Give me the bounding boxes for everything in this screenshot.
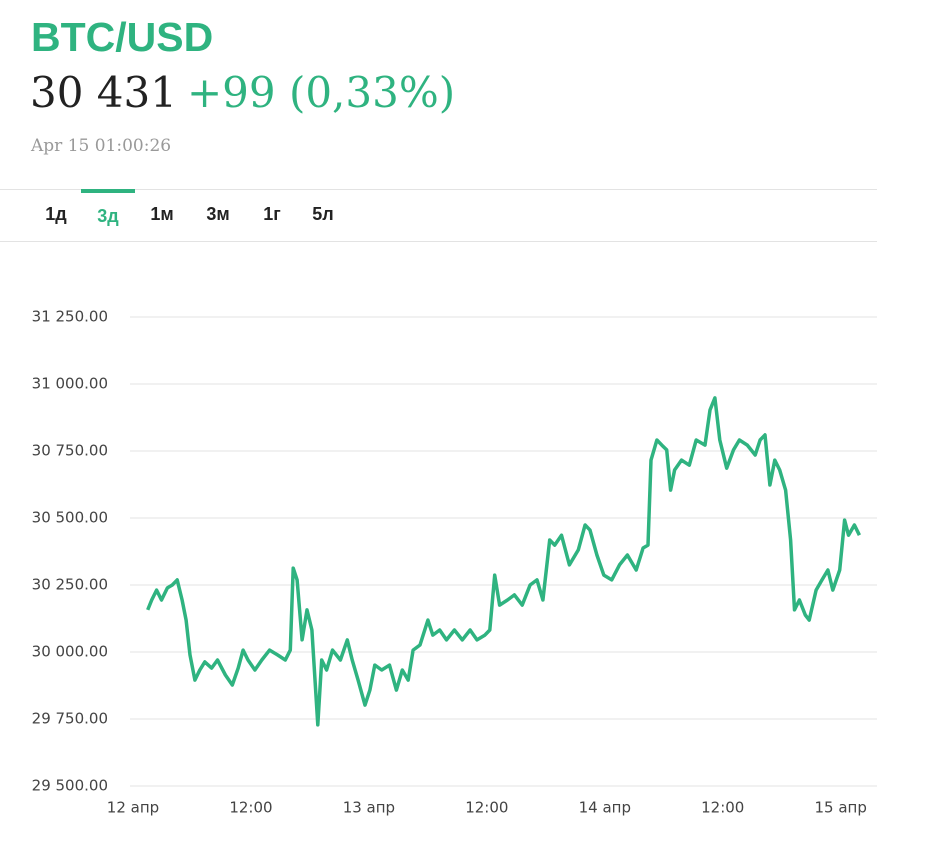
x-tick-label: 14 апр <box>579 799 631 817</box>
period-tab[interactable]: 5л <box>312 204 334 224</box>
y-tick-label: 30 750.00 <box>32 442 108 460</box>
x-tick-label: 12:00 <box>229 799 272 817</box>
y-tick-label: 29 750.00 <box>32 710 108 728</box>
x-tick-label: 15 апр <box>814 799 866 817</box>
y-tick-label: 31 000.00 <box>32 375 108 393</box>
quote: 30 431 +99 (0,33%) <box>30 68 455 117</box>
y-tick-label: 30 250.00 <box>32 576 108 594</box>
x-tick-label: 12:00 <box>465 799 508 817</box>
x-tick-label: 13 апр <box>343 799 395 817</box>
y-tick-label: 31 250.00 <box>32 308 108 326</box>
x-tick-label: 12 апр <box>107 799 159 817</box>
price-line <box>146 396 861 727</box>
x-tick-label: 12:00 <box>701 799 744 817</box>
price-change: +99 (0,33%) <box>186 68 456 117</box>
period-tab[interactable]: 1г <box>263 204 281 224</box>
price: 30 431 <box>30 68 177 117</box>
period-tabs: 1д 3д 1м 3м 1г 5л <box>0 189 877 242</box>
y-tick-label: 30 500.00 <box>32 509 108 527</box>
y-tick-label: 30 000.00 <box>32 643 108 661</box>
period-tab[interactable]: 3д <box>81 189 135 227</box>
period-tab[interactable]: 3м <box>206 204 230 224</box>
pair-title: BTC/USD <box>31 14 214 60</box>
timestamp: Apr 15 01:00:26 <box>31 136 172 156</box>
period-tab[interactable]: 1м <box>150 204 174 224</box>
y-tick-label: 29 500.00 <box>32 777 108 795</box>
period-tab[interactable]: 1д <box>45 204 67 224</box>
